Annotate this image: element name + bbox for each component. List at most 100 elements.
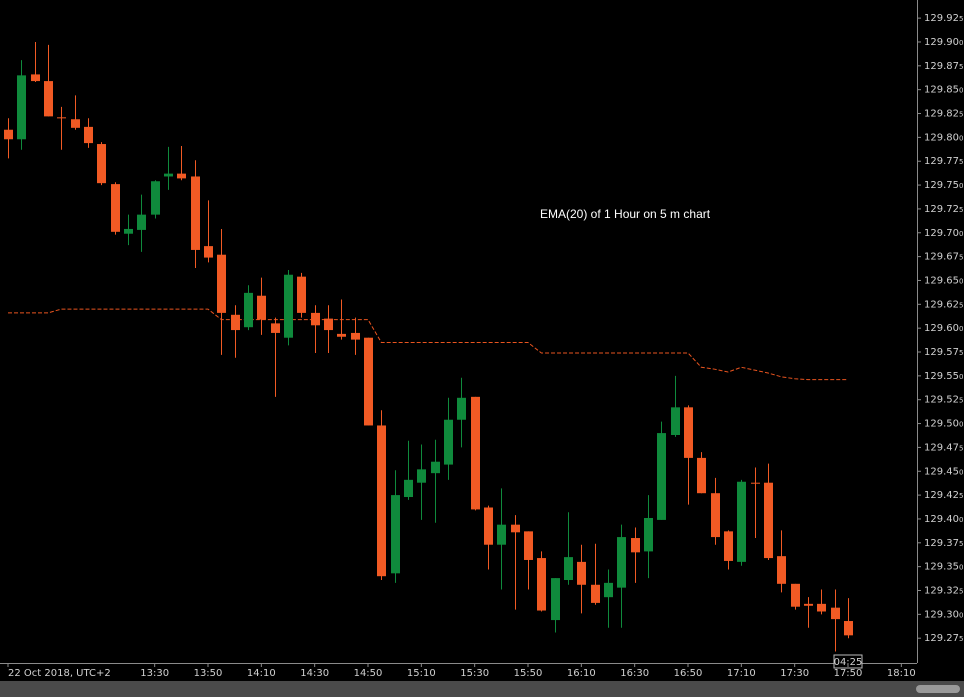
- y-tick-label: 129.275: [924, 633, 963, 644]
- candle-body: [697, 457, 706, 494]
- x-tick-label: 18:10: [887, 668, 916, 679]
- y-tick-label: 129.800: [924, 132, 963, 143]
- candle-body: [751, 482, 760, 484]
- candle-body: [471, 396, 480, 510]
- y-tick-label: 129.600: [924, 323, 963, 334]
- candle-body: [497, 524, 506, 545]
- candle-body: [177, 173, 186, 179]
- candle-body: [244, 292, 253, 328]
- candle-body: [137, 214, 146, 230]
- y-tick-label: 129.575: [924, 347, 963, 358]
- x-tick-label: 14:30: [300, 668, 329, 679]
- candle-body: [417, 469, 426, 483]
- candle-body: [537, 558, 546, 611]
- candle-body: [217, 254, 226, 313]
- y-tick-label: 129.650: [924, 275, 963, 286]
- candle-body: [764, 482, 773, 559]
- candle-body: [457, 397, 466, 420]
- candle-body: [577, 561, 586, 585]
- x-tick-label: 15:30: [460, 668, 489, 679]
- x-tick-label: 16:10: [567, 668, 596, 679]
- candle-body: [524, 531, 533, 560]
- y-tick-label: 129.700: [924, 228, 963, 239]
- candle-body: [551, 578, 560, 621]
- candle-body: [711, 493, 720, 538]
- countdown: 04:25: [834, 657, 863, 668]
- candle-body: [377, 425, 386, 577]
- scrollbar-thumb[interactable]: [916, 685, 960, 693]
- candle-body: [431, 461, 440, 474]
- candle-body: [71, 119, 80, 128]
- y-tick-label: 129.775: [924, 156, 963, 167]
- candle-body: [4, 129, 13, 140]
- y-tick-label: 129.675: [924, 252, 963, 263]
- y-tick-label: 129.300: [924, 609, 963, 620]
- countdown-frame: [833, 654, 863, 669]
- candle-body: [297, 276, 306, 313]
- y-tick-label: 129.375: [924, 538, 963, 549]
- x-tick-label: 15:10: [407, 668, 436, 679]
- plot-area: [4, 41, 853, 652]
- countdown-box: 04:25: [833, 654, 863, 669]
- candle-body: [844, 621, 853, 636]
- y-tick-label: 129.500: [924, 419, 963, 430]
- x-tick-label: 13:50: [194, 668, 223, 679]
- candle-body: [97, 144, 106, 184]
- candle-body: [617, 537, 626, 588]
- candle-body: [804, 603, 813, 606]
- candle-body: [311, 312, 320, 326]
- candle-body: [604, 582, 613, 598]
- y-tick-label: 129.825: [924, 109, 963, 120]
- candle-body: [351, 332, 360, 340]
- y-tick-label: 129.850: [924, 85, 963, 96]
- candle-body: [17, 75, 26, 140]
- candle-body: [591, 584, 600, 603]
- annotation: EMA(20) of 1 Hour on 5 m chart: [540, 207, 711, 221]
- candle-body: [724, 531, 733, 561]
- x-tick-label: 17:30: [780, 668, 809, 679]
- candle-body: [791, 583, 800, 607]
- y-tick-label: 129.625: [924, 299, 963, 310]
- scrollbar[interactable]: [0, 681, 964, 697]
- candle-body: [324, 318, 333, 331]
- candle-body: [657, 433, 666, 520]
- candle-body: [671, 407, 680, 436]
- candle-body: [257, 295, 266, 320]
- candle-body: [284, 274, 293, 338]
- x-tick-label: 16:50: [674, 668, 703, 679]
- candle-body: [391, 495, 400, 574]
- candle-body: [644, 517, 653, 552]
- candle-body: [444, 419, 453, 465]
- y-tick-label: 129.450: [924, 466, 963, 477]
- candle-body: [404, 479, 413, 498]
- candle-body: [684, 407, 693, 458]
- y-tick-label: 129.325: [924, 585, 963, 596]
- candle-body: [57, 117, 66, 119]
- y-tick-label: 129.750: [924, 180, 963, 191]
- x-tick-label: 17:50: [834, 668, 863, 679]
- candle-body: [111, 184, 120, 232]
- x-tick-label: 17:10: [727, 668, 756, 679]
- candle-body: [44, 81, 53, 117]
- x-tick-label: 22 Oct 2018, UTC+2: [8, 668, 111, 679]
- candle-body: [124, 228, 133, 234]
- candle-body: [191, 176, 200, 250]
- y-tick-label: 129.525: [924, 395, 963, 406]
- y-tick-label: 129.550: [924, 371, 963, 382]
- candle-body: [151, 181, 160, 215]
- candle-body: [271, 323, 280, 333]
- candle-body: [164, 173, 173, 177]
- x-tick-label: 14:10: [247, 668, 276, 679]
- x-tick-label: 14:50: [354, 668, 383, 679]
- candle-body: [631, 538, 640, 553]
- candle-body: [817, 603, 826, 612]
- y-tick-label: 129.875: [924, 61, 963, 72]
- y-tick-label: 129.350: [924, 562, 963, 573]
- y-tick-label: 129.475: [924, 442, 963, 453]
- candle-body: [31, 74, 40, 82]
- x-tick-label: 15:50: [514, 668, 543, 679]
- y-tick-label: 129.400: [924, 514, 963, 525]
